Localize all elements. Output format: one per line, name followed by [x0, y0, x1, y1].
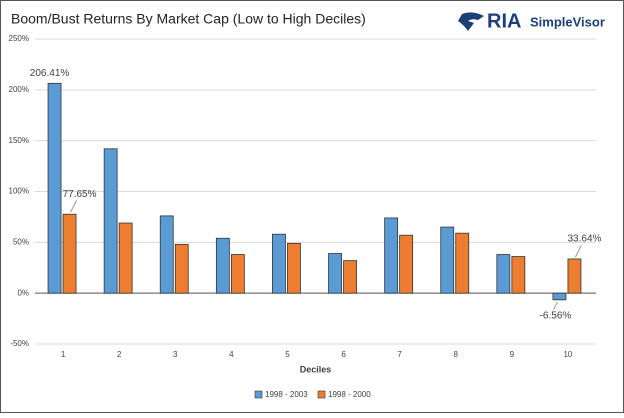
bar [567, 258, 582, 294]
bar [159, 215, 174, 294]
bar [496, 254, 511, 294]
x-tick-label: 8 [454, 350, 459, 359]
bar [440, 226, 455, 294]
bar [272, 233, 286, 294]
legend-label: 1998 - 2000 [328, 390, 371, 399]
x-tick-label: 7 [397, 350, 402, 359]
bar [552, 292, 567, 301]
data-label: -6.56% [540, 310, 572, 321]
x-tick-label: 6 [341, 350, 346, 359]
logo-icon [458, 12, 484, 31]
chart-title: Boom/Bust Returns By Market Cap (Low to … [11, 11, 366, 27]
data-label: 33.64% [567, 234, 601, 245]
y-tick-label: 50% [13, 237, 29, 246]
bar [343, 260, 357, 294]
bar [328, 253, 342, 294]
y-tick-label: 0% [17, 288, 29, 297]
leader-line [70, 199, 77, 213]
leader-line [575, 244, 582, 258]
bar [511, 256, 526, 294]
x-tick-label: 4 [229, 350, 234, 359]
y-tick-label: 200% [9, 85, 29, 94]
x-tick-label: 3 [173, 350, 178, 359]
logo-brand: RIA [487, 10, 521, 32]
data-label: 206.41% [30, 68, 70, 79]
bar [103, 148, 118, 294]
x-tick-label: 1 [61, 350, 66, 359]
y-tick-label: -50% [10, 339, 29, 348]
y-tick-label: 100% [9, 187, 29, 196]
bar [399, 234, 414, 294]
bar [384, 217, 399, 294]
logo-product: SimpleVisor [530, 14, 605, 29]
y-tick-label: 150% [9, 136, 29, 145]
x-tick-label: 5 [285, 350, 290, 359]
bar [62, 213, 77, 294]
bar [230, 254, 245, 294]
legend-swatch [317, 390, 326, 399]
legend-label: 1998 - 2003 [265, 390, 308, 399]
bar [215, 237, 230, 294]
bar [47, 82, 62, 294]
x-tick-label: 10 [563, 350, 572, 359]
x-tick-label: 2 [117, 350, 122, 359]
data-label: 77.65% [63, 189, 97, 200]
x-tick-label: 9 [510, 350, 515, 359]
bar [455, 232, 470, 294]
bar [287, 242, 301, 294]
bar [118, 222, 133, 294]
leader-line [553, 301, 558, 311]
x-axis-title: Deciles [300, 364, 332, 374]
legend-swatch [254, 390, 263, 399]
bar [174, 243, 189, 294]
logo: RIA SimpleVisor [458, 10, 605, 32]
y-tick-label: 250% [9, 34, 29, 43]
